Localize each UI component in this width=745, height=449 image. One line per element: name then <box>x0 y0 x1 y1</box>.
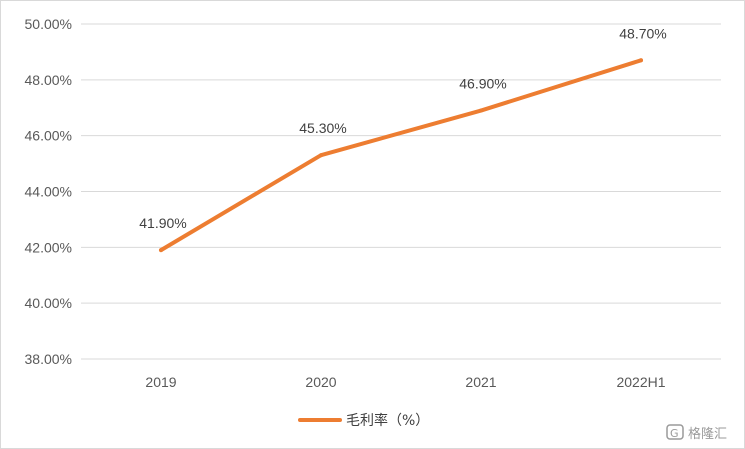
data-label: 45.30% <box>299 120 346 136</box>
y-tick-label: 50.00% <box>25 16 72 32</box>
y-tick-label: 42.00% <box>25 239 72 255</box>
data-label: 48.70% <box>619 25 666 41</box>
y-tick-label: 44.00% <box>25 184 72 200</box>
y-tick-label: 46.00% <box>25 128 72 144</box>
data-label: 41.90% <box>139 215 186 231</box>
y-tick-label: 38.00% <box>25 351 72 367</box>
data-labels: 41.90% 45.30% 46.90% 48.70% <box>139 25 666 231</box>
y-tick-label: 48.00% <box>25 72 72 88</box>
series-line <box>159 58 643 253</box>
legend-label: 毛利率（%） <box>346 412 429 429</box>
x-tick-label: 2020 <box>305 374 336 390</box>
gridlines <box>81 23 721 360</box>
series-layer <box>159 58 643 253</box>
data-point <box>159 248 163 253</box>
watermark: G 格隆汇 <box>666 424 727 442</box>
data-point <box>639 58 643 63</box>
x-tick-label: 2019 <box>145 374 176 390</box>
data-point <box>319 153 323 158</box>
data-label: 46.90% <box>459 76 506 92</box>
gelonghui-logo-icon: G <box>666 424 684 440</box>
watermark-text: 格隆汇 <box>688 426 727 442</box>
svg-text:G: G <box>670 427 679 440</box>
x-axis-ticks: 2019 2020 2021 2022H1 <box>145 374 665 390</box>
legend: 毛利率（%） <box>298 412 429 429</box>
data-point <box>479 108 483 113</box>
y-tick-label: 40.00% <box>25 295 72 311</box>
y-axis-ticks: 38.00% 40.00% 42.00% 44.00% 46.00% 48.00% 50.0… <box>25 16 72 367</box>
x-tick-label: 2022H1 <box>616 374 665 390</box>
x-tick-label: 2021 <box>465 374 496 390</box>
